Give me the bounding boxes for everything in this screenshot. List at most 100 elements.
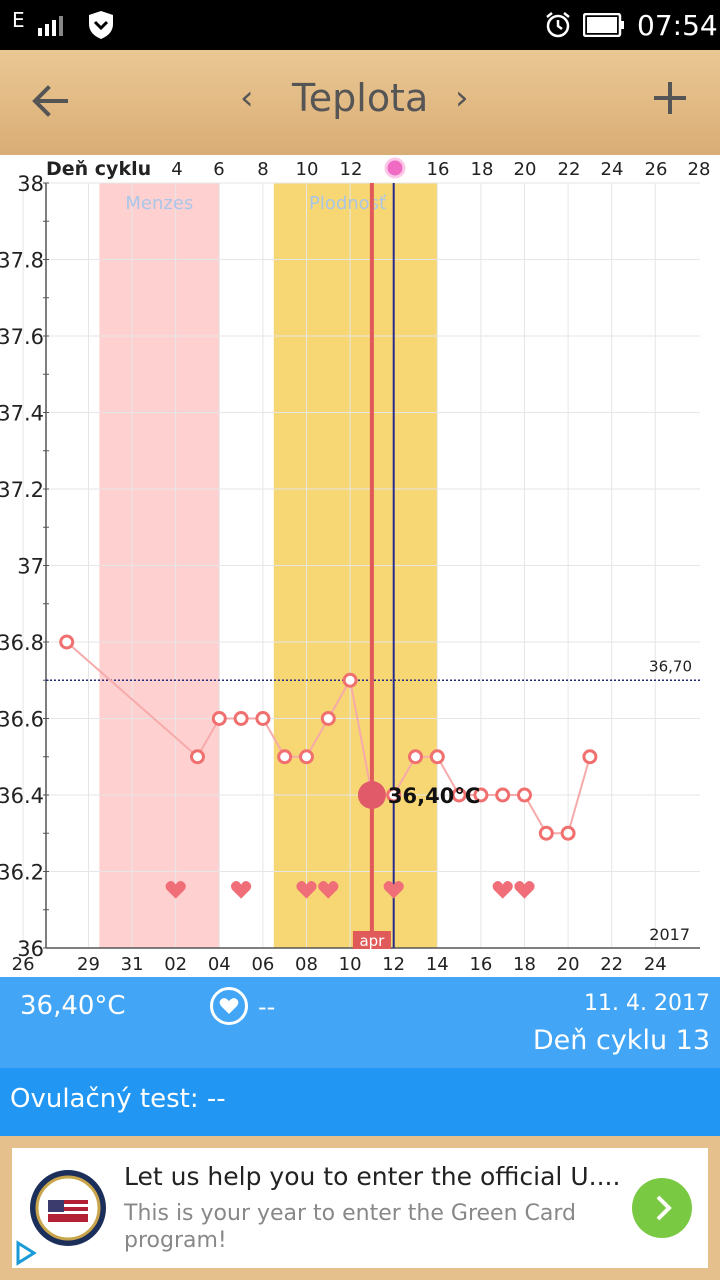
cycle-day-tick-label: 28 — [688, 159, 711, 180]
temperature-point — [582, 749, 598, 765]
selected-point-label: 36,40°C — [388, 784, 480, 808]
cycle-day-tick-label: 26 — [645, 159, 668, 180]
y-tick-label: 37.8 — [0, 249, 44, 273]
adchoices-icon[interactable] — [12, 1240, 38, 1266]
previous-button[interactable]: ‹ — [240, 78, 254, 118]
selected-date: 11. 4. 2017 — [584, 991, 710, 1016]
date-tick-label: 06 — [251, 954, 274, 975]
next-button[interactable]: › — [455, 78, 469, 118]
y-tick-label: 36.4 — [0, 784, 44, 808]
menses-label: Menzes — [125, 193, 193, 214]
y-tick-label: 36.6 — [0, 708, 44, 732]
y-tick-label: 37.2 — [0, 478, 44, 502]
date-tick-label: 24 — [644, 954, 667, 975]
temperature-point — [495, 787, 511, 803]
heart-icon — [210, 987, 248, 1025]
usa-seal-icon — [30, 1170, 106, 1246]
month-label-background — [352, 931, 391, 949]
network-type: E — [12, 8, 25, 32]
year-label: 2017 — [649, 925, 690, 944]
battery-icon — [583, 13, 624, 37]
cycle-day-axis-label: Deň cyklu — [46, 158, 151, 180]
ad-body: This is your year to enter the Green Car… — [124, 1201, 576, 1253]
cycle-day-tick-label: 20 — [514, 159, 537, 180]
ad-headline: Let us help you to enter the official U.… — [124, 1162, 621, 1191]
date-tick-label: 26 — [12, 954, 35, 975]
temperature-point — [408, 749, 423, 765]
temperature-point — [560, 825, 576, 841]
cycle-day-tick-label: 24 — [601, 159, 624, 180]
cycle-day-tick-label: 6 — [213, 159, 224, 180]
cycle-day-tick-label: 16 — [427, 159, 450, 180]
threshold-label: 36,70 — [649, 657, 692, 675]
temperature-point — [386, 787, 402, 803]
intercourse-heart-icon — [383, 881, 404, 899]
temperature-chart[interactable]: Menzes Plodnosť 38 37.8 37.6 37.4 37.2 37 36.8 36… — [0, 155, 720, 977]
cycle-day-tick-label: 12 — [340, 159, 363, 180]
temperature-point — [538, 825, 554, 841]
ovulation-test-label: Ovulačný test: -- — [10, 1084, 226, 1114]
signal-icon — [38, 16, 63, 36]
temperature-point — [190, 749, 205, 765]
y-tick-label: 36.8 — [0, 631, 44, 655]
y-tick-label: 37.6 — [0, 325, 44, 349]
intercourse-heart-icon — [230, 881, 252, 899]
temperature-point — [517, 787, 532, 803]
y-tick-label: 38 — [17, 172, 44, 196]
shield-icon — [89, 11, 113, 39]
temperature-point — [342, 672, 358, 688]
ovulation-marker — [384, 157, 406, 179]
cycle-day-tick-label: 8 — [257, 159, 268, 180]
date-tick-label: 20 — [557, 954, 580, 975]
intercourse-heart-icon — [165, 881, 186, 899]
status-bar: E 07:54 — [0, 0, 720, 50]
intercourse-heart-icon — [492, 881, 513, 899]
plus-icon[interactable] — [650, 78, 690, 118]
date-tick-label: 10 — [339, 954, 362, 975]
chart-canvas[interactable]: Menzes Plodnosť 38 37.8 37.6 37.4 37.2 37 36.8 36… — [0, 155, 720, 977]
page-title: Teplota — [292, 76, 429, 120]
intercourse-heart-icon — [514, 881, 535, 899]
cycle-day: Deň cyklu 13 — [532, 1025, 710, 1056]
date-tick-label: 22 — [600, 954, 623, 975]
y-tick-label: 37 — [17, 555, 44, 579]
date-tick-label: 04 — [208, 954, 231, 975]
temperature-point — [299, 749, 314, 765]
temperature-point — [255, 711, 271, 726]
cycle-day-tick-label: 10 — [296, 159, 319, 180]
y-tick-label: 36 — [17, 937, 44, 961]
date-tick-label: 18 — [513, 954, 536, 975]
temperature-point — [277, 749, 293, 765]
temperature-point — [320, 711, 336, 726]
y-tick-label: 36.2 — [0, 861, 44, 885]
cycle-day-tick-label: 18 — [471, 159, 494, 180]
month-label: apr — [359, 932, 385, 950]
day-info-bar[interactable]: 36,40°C -- 11. 4. 2017 Deň cyklu 13 — [0, 977, 720, 1068]
temperature-point — [211, 711, 227, 726]
chevron-right-icon[interactable] — [632, 1178, 692, 1238]
date-tick-label: 16 — [469, 954, 492, 975]
status-time: 07:54 — [637, 9, 718, 42]
temperature-point — [233, 711, 249, 726]
arrow-left-icon[interactable] — [30, 80, 72, 122]
ad-banner[interactable]: Let us help you to enter the official U.… — [12, 1148, 708, 1268]
intercourse-heart-icon — [296, 881, 317, 899]
temperature-point — [429, 749, 445, 765]
cycle-day-tick-label: 4 — [171, 159, 182, 180]
selected-point — [357, 781, 386, 809]
date-tick-label: 08 — [295, 954, 318, 975]
selected-temperature: 36,40°C — [20, 991, 126, 1021]
app-header: ‹ Teplota › — [0, 50, 720, 155]
temperature-point — [451, 787, 467, 803]
date-tick-label: 14 — [426, 954, 449, 975]
date-tick-label: 12 — [382, 954, 405, 975]
intercourse-heart-icon — [318, 881, 339, 899]
y-tick-label: 37.4 — [0, 402, 44, 426]
fertile-label: Plodnosť — [309, 193, 386, 214]
ovulation-test-bar[interactable]: Ovulačný test: -- — [0, 1068, 720, 1136]
date-tick-label: 29 — [77, 954, 100, 975]
temperature-point — [59, 634, 75, 650]
cycle-day-tick-label: 22 — [558, 159, 581, 180]
date-tick-label: 02 — [164, 954, 187, 975]
date-tick-label: 31 — [121, 954, 144, 975]
